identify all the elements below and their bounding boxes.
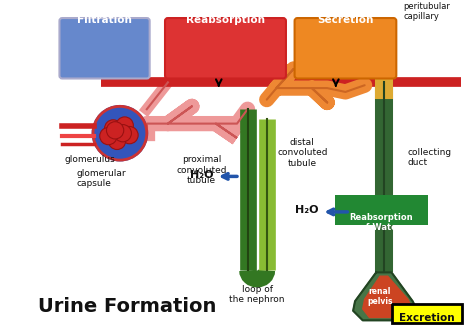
Text: glomerulus: glomerulus	[64, 155, 115, 164]
FancyBboxPatch shape	[335, 195, 428, 225]
Circle shape	[100, 127, 117, 145]
Polygon shape	[353, 272, 418, 320]
Text: Tubular
Secretion: Tubular Secretion	[317, 3, 374, 25]
FancyBboxPatch shape	[165, 18, 286, 79]
Text: H₂O: H₂O	[190, 170, 213, 180]
Circle shape	[93, 106, 147, 160]
Circle shape	[121, 126, 138, 144]
Polygon shape	[363, 276, 413, 317]
Text: distal
convoluted
tubule: distal convoluted tubule	[277, 138, 328, 168]
Text: Urine Formation: Urine Formation	[38, 296, 217, 316]
Text: glomerular
capsule: glomerular capsule	[77, 169, 127, 188]
Circle shape	[107, 122, 124, 139]
Text: peritubular
capillary: peritubular capillary	[403, 2, 450, 21]
Text: loop of
the nephron: loop of the nephron	[229, 285, 285, 304]
Circle shape	[116, 117, 133, 134]
Circle shape	[109, 132, 126, 149]
Text: Reabsorption
of Water: Reabsorption of Water	[349, 213, 413, 232]
Circle shape	[114, 125, 131, 142]
FancyBboxPatch shape	[59, 18, 150, 79]
Text: H₂O: H₂O	[295, 205, 319, 215]
Text: Glomerular
Filtration: Glomerular Filtration	[72, 3, 137, 25]
Text: collecting
duct: collecting duct	[408, 148, 452, 167]
FancyBboxPatch shape	[392, 304, 462, 323]
Text: Excretion: Excretion	[399, 313, 455, 323]
Text: Tubular
Reabsorption: Tubular Reabsorption	[186, 3, 265, 25]
Text: renal
pelvis: renal pelvis	[367, 287, 393, 306]
Circle shape	[105, 120, 122, 137]
Text: proximal
convoluted
tubule: proximal convoluted tubule	[176, 155, 227, 185]
FancyBboxPatch shape	[294, 18, 396, 79]
